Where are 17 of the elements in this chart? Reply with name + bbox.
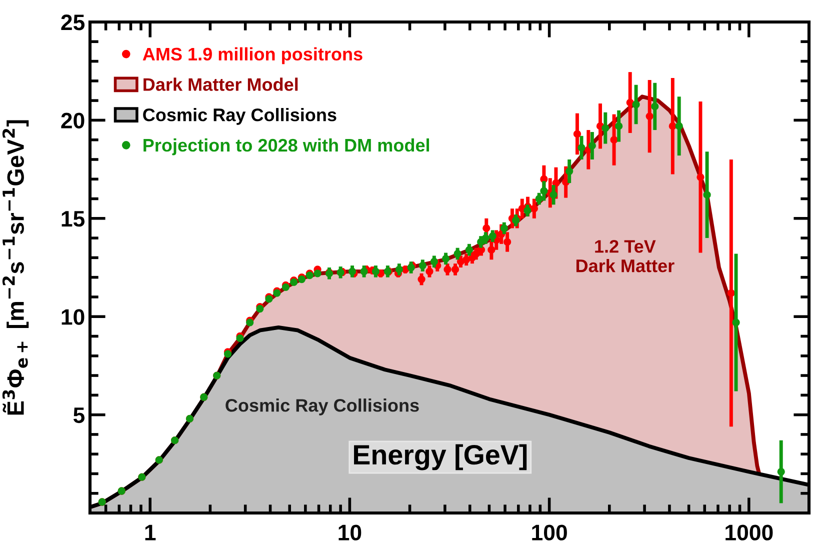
y-tick-label: 5 [73,408,85,424]
y-tick-label: 15 [62,211,85,227]
y-tick-label: 25 [61,14,85,30]
legend-label: Cosmic Ray Collisions [143,108,336,125]
text: Ẽ$^{3}$Φ$_{e+}$ [m$^{−2}$s$^{−1}$sr$^{−1}$GeV$^{2}$] [2,120,29,415]
annotation: 1.2 TeV Dark Matter [576,240,674,272]
x-tick-label: 1 [145,524,156,540]
y-tick-label: 10 [62,309,84,325]
x-tick-label: 10 [338,524,362,540]
annotation: Cosmic Ray Collisions [226,398,419,416]
legend-label: Projection to 2028 with DM model [144,138,430,156]
x-tick-label: 1000 [726,524,773,540]
x-tick-label: 100 [532,524,567,540]
legend-label: AMS 1.9 million positrons [142,47,362,64]
legend-label: Dark Matter Model [144,78,298,91]
x-axis-title: Energy [GeV] [354,444,527,470]
y-tick-label: 20 [61,112,84,128]
